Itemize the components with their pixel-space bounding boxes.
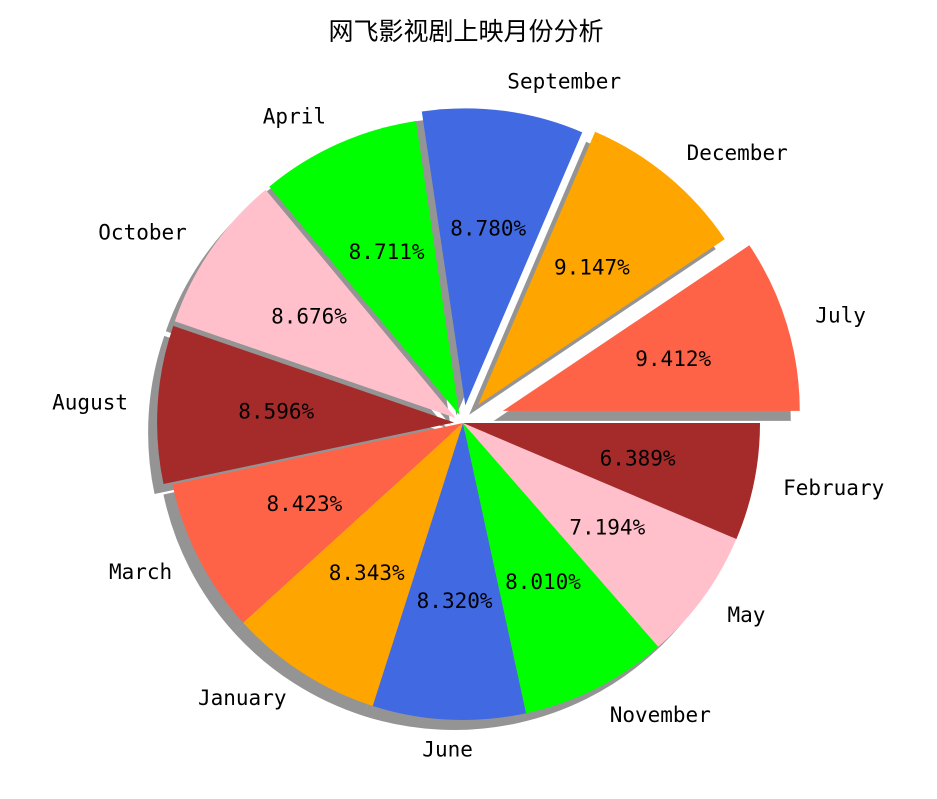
pct-label-october: 8.676% <box>271 305 347 329</box>
slice-july <box>502 245 800 411</box>
slice-january <box>243 423 463 706</box>
pct-label-may: 7.194% <box>569 516 645 540</box>
category-label-december: December <box>687 141 788 165</box>
pct-label-december: 9.147% <box>554 256 630 280</box>
chart-title: 网飞影视剧上映月份分析 <box>328 17 603 46</box>
category-label-september: September <box>507 69 621 93</box>
pie-slices <box>157 108 800 720</box>
pct-label-june: 8.320% <box>417 589 493 613</box>
slice-december <box>478 131 725 405</box>
slice-march <box>172 423 463 623</box>
slice-october <box>174 189 456 418</box>
pct-label-august: 8.596% <box>238 400 314 424</box>
slice-may <box>463 423 737 647</box>
category-label-january: January <box>198 686 287 710</box>
pct-label-september: 8.780% <box>450 217 526 241</box>
pct-label-february: 6.389% <box>600 447 676 471</box>
category-label-october: October <box>98 220 187 244</box>
category-label-may: May <box>728 603 766 627</box>
category-label-april: April <box>263 105 326 129</box>
slice-september <box>421 108 583 406</box>
pct-label-july: 9.412% <box>635 347 711 371</box>
slice-february <box>463 423 760 540</box>
slice-june <box>372 423 527 720</box>
pct-label-march: 8.423% <box>266 492 342 516</box>
category-label-november: November <box>610 703 711 727</box>
category-label-july: July <box>815 304 866 328</box>
slice-august <box>157 325 455 484</box>
category-label-august: August <box>52 390 128 414</box>
category-label-february: February <box>783 476 884 500</box>
pct-label-april: 8.711% <box>349 240 425 264</box>
category-label-march: March <box>109 560 172 584</box>
category-label-june: June <box>422 737 473 761</box>
slice-november <box>463 423 659 714</box>
slice-labels: 9.412% July 9.147% December 8.780% September 8… <box>52 69 884 761</box>
slice-april <box>269 121 460 415</box>
pct-label-november: 8.010% <box>505 570 581 594</box>
pct-label-january: 8.343% <box>329 561 405 585</box>
